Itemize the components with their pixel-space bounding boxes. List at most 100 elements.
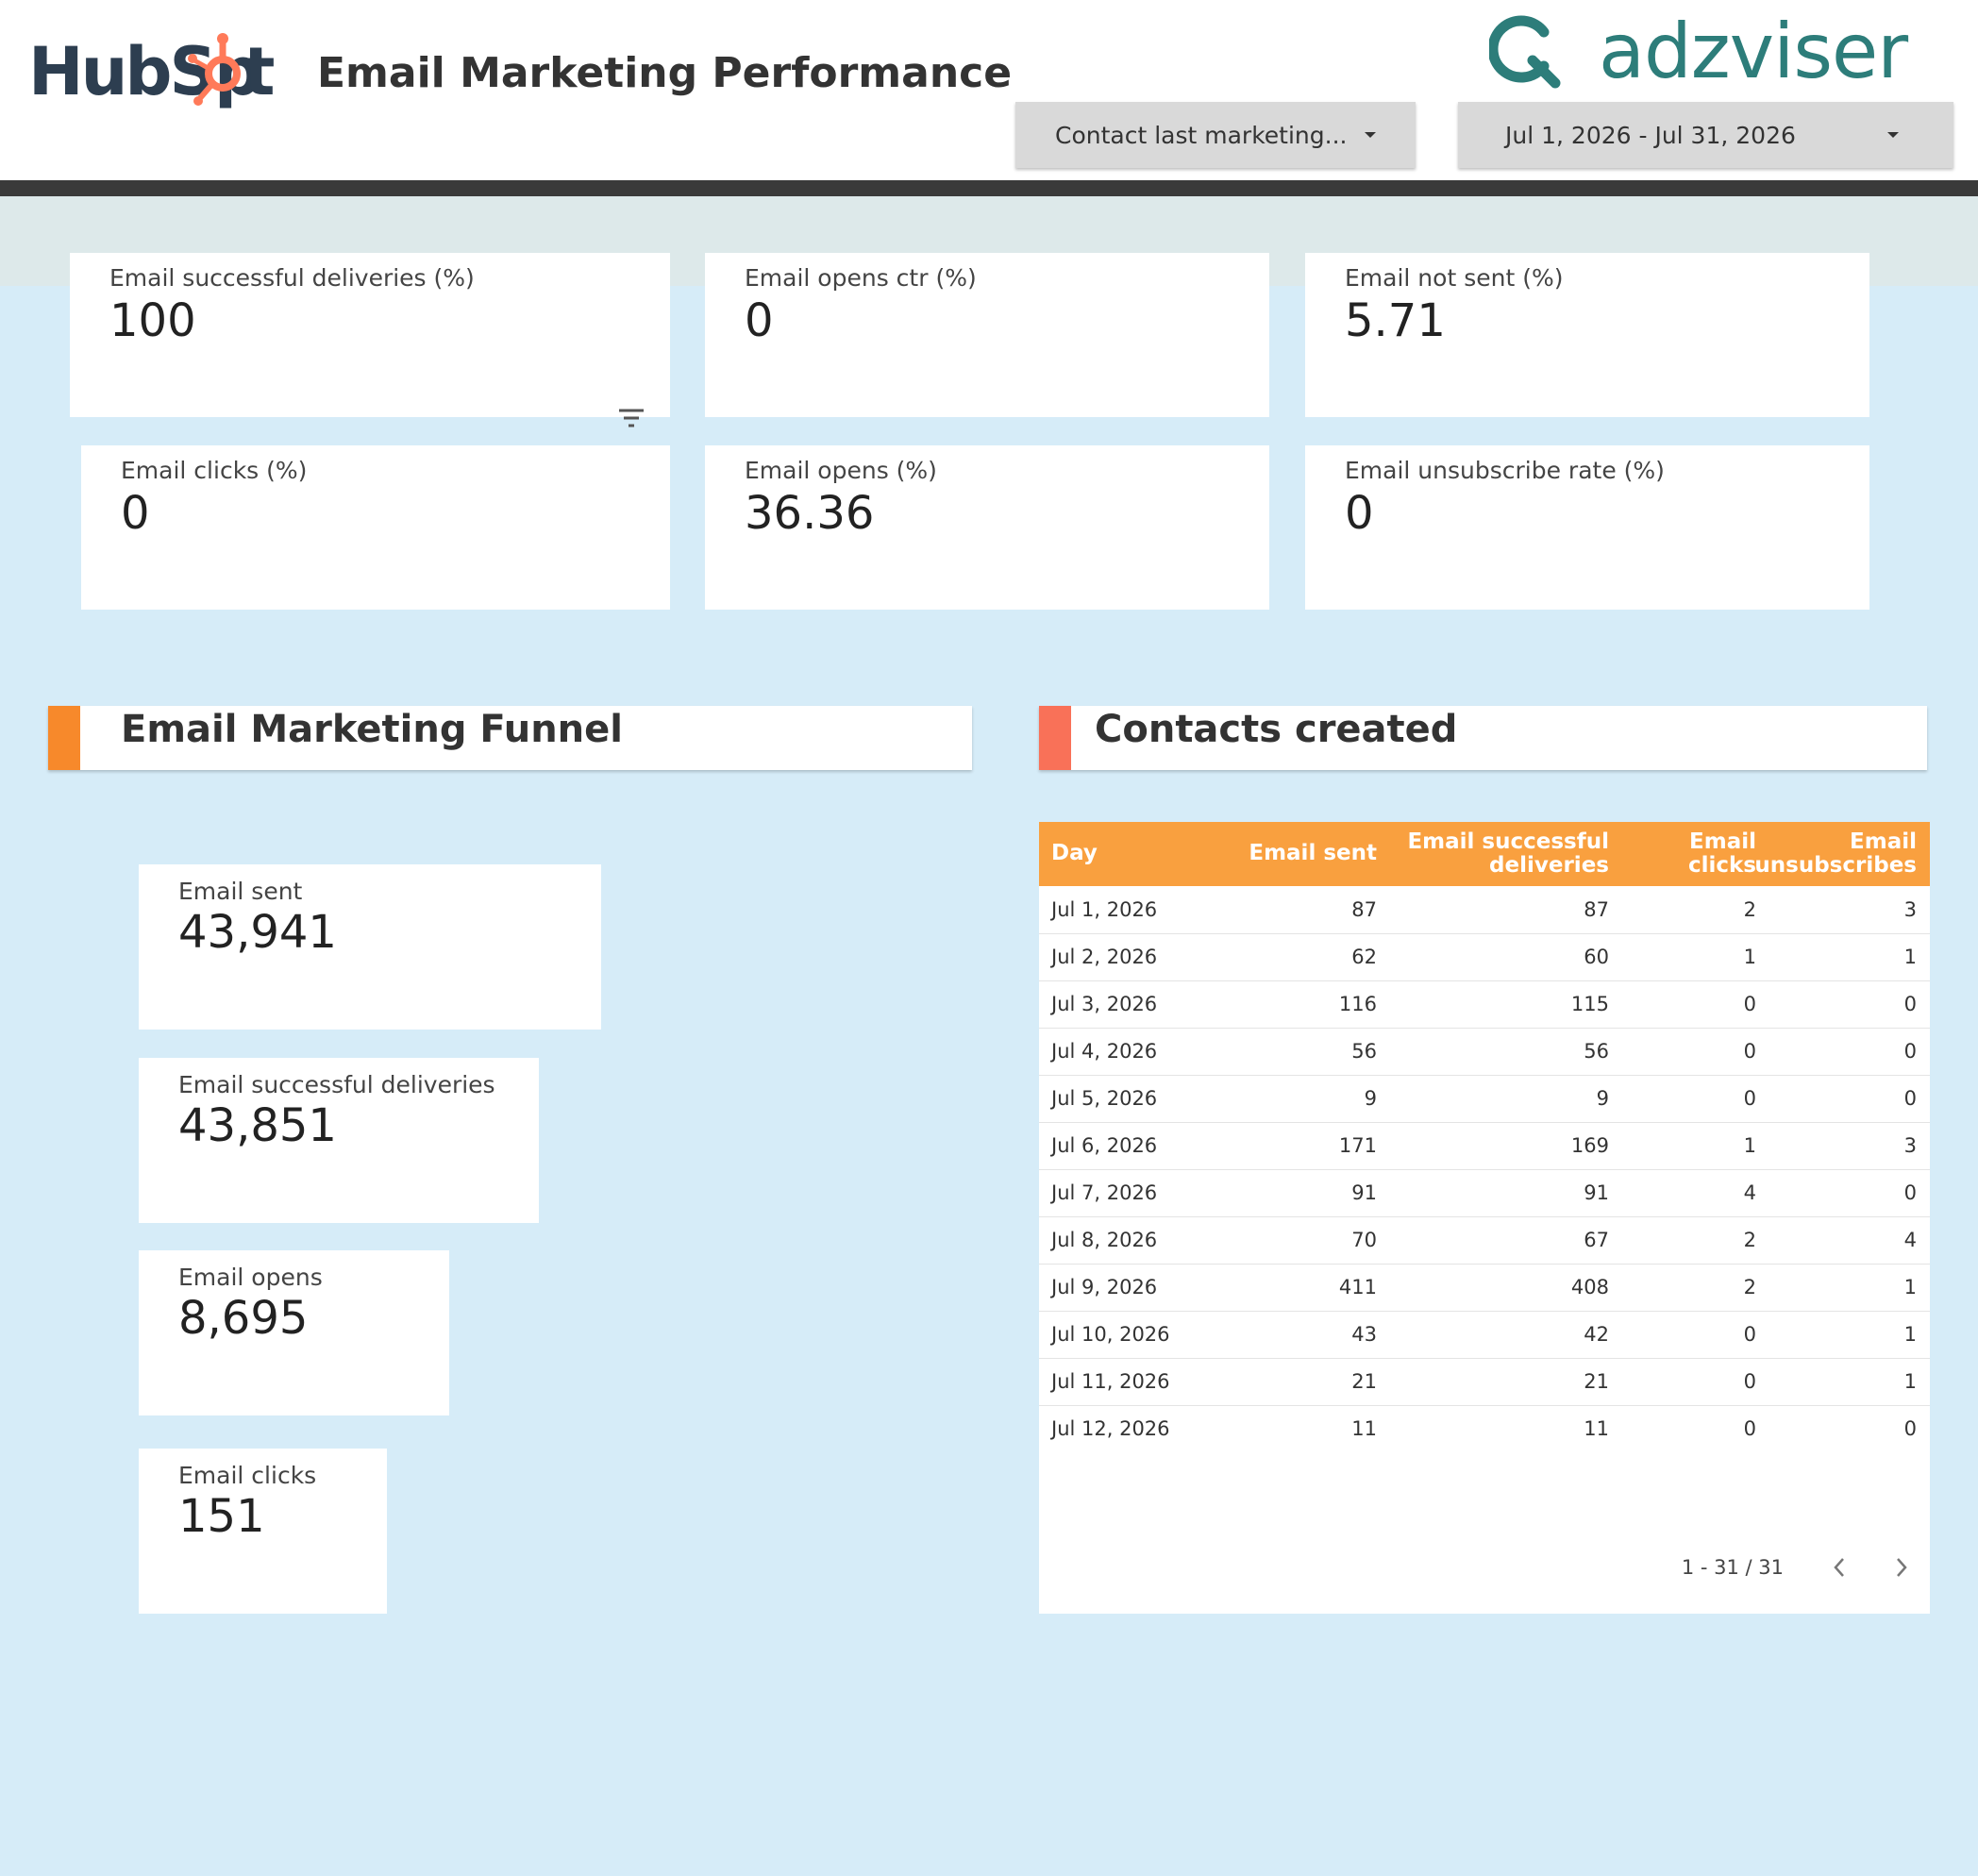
- table-row[interactable]: Jul 7, 2026 91 91 4 0: [1039, 1169, 1930, 1217]
- scorecard-label: Email unsubscribe rate (%): [1345, 457, 1665, 484]
- cell-day: Jul 12, 2026: [1051, 1417, 1170, 1440]
- scorecard-value: 36.36: [745, 487, 875, 540]
- contacts-title: Contacts created: [1095, 708, 1458, 751]
- cell-day: Jul 7, 2026: [1051, 1181, 1158, 1204]
- hubspot-logo-icon: HubSp t: [28, 33, 276, 110]
- cell-value: 1: [1903, 1276, 1917, 1298]
- table-row[interactable]: Jul 4, 2026 56 56 0 0: [1039, 1028, 1930, 1076]
- cell-value: 2: [1743, 898, 1756, 921]
- table-row[interactable]: Jul 3, 2026 116 115 0 0: [1039, 980, 1930, 1029]
- cell-value: 0: [1903, 1087, 1917, 1110]
- column-header-email-sent[interactable]: Email sent: [1249, 842, 1377, 865]
- cell-day: Jul 9, 2026: [1051, 1276, 1158, 1298]
- scorecard-value: 5.71: [1345, 294, 1446, 347]
- cell-value: 411: [1338, 1276, 1377, 1298]
- adzviser-logo: adzviser: [1489, 8, 1908, 95]
- contacts-section-header: Contacts created: [1039, 706, 1927, 770]
- cell-value: 0: [1743, 1370, 1756, 1393]
- svg-text:t: t: [243, 33, 274, 110]
- date-range-dropdown[interactable]: Jul 1, 2026 - Jul 31, 2026: [1458, 102, 1953, 168]
- cell-value: 87: [1351, 898, 1377, 921]
- cell-day: Jul 2, 2026: [1051, 946, 1158, 968]
- header-line: Email successful: [1407, 829, 1609, 854]
- cell-value: 4: [1743, 1181, 1756, 1204]
- cell-value: 70: [1351, 1229, 1377, 1251]
- table-row[interactable]: Jul 11, 2026 21 21 0 1: [1039, 1358, 1930, 1406]
- cell-value: 3: [1903, 1134, 1917, 1157]
- cell-value: 116: [1338, 993, 1377, 1015]
- cell-value: 60: [1584, 946, 1609, 968]
- column-header-successful-deliveries[interactable]: Email successful deliveries: [1407, 830, 1609, 878]
- funnel-step-value: 8,695: [178, 1292, 309, 1345]
- cell-value: 0: [1743, 1087, 1756, 1110]
- contacts-table: Day Email sent Email successful deliveri…: [1039, 822, 1930, 1614]
- header: HubSp t Email Marketing Performance adzv…: [0, 0, 1978, 180]
- chevron-left-icon[interactable]: [1829, 1556, 1852, 1579]
- funnel-step-value: 151: [178, 1490, 265, 1543]
- cell-value: 169: [1570, 1134, 1609, 1157]
- caret-down-icon: [1887, 132, 1899, 138]
- table-row[interactable]: Jul 1, 2026 87 87 2 3: [1039, 886, 1930, 934]
- cell-day: Jul 1, 2026: [1051, 898, 1158, 921]
- scorecard-not-sent[interactable]: Email not sent (%) 5.71: [1305, 253, 1869, 417]
- cell-value: 11: [1351, 1417, 1377, 1440]
- table-row[interactable]: Jul 5, 2026 9 9 0 0: [1039, 1075, 1930, 1123]
- column-header-day[interactable]: Day: [1051, 842, 1098, 865]
- cell-value: 9: [1364, 1087, 1377, 1110]
- cell-value: 42: [1584, 1323, 1609, 1346]
- contacts-accent: [1039, 706, 1071, 770]
- scorecard-opens-ctr[interactable]: Email opens ctr (%) 0: [705, 253, 1269, 417]
- funnel-step-value: 43,941: [178, 906, 337, 959]
- cell-day: Jul 6, 2026: [1051, 1134, 1158, 1157]
- cell-value: 171: [1338, 1134, 1377, 1157]
- table-row[interactable]: Jul 10, 2026 43 42 0 1: [1039, 1311, 1930, 1359]
- scorecard-successful-deliveries[interactable]: Email successful deliveries (%) 100: [70, 253, 670, 427]
- header-line: unsubscribes: [1754, 853, 1917, 878]
- pagination-range: 1 - 31 / 31: [1681, 1556, 1784, 1579]
- table-row[interactable]: Jul 9, 2026 411 408 2 1: [1039, 1264, 1930, 1312]
- funnel-step-successful-deliveries[interactable]: Email successful deliveries 43,851: [139, 1058, 539, 1223]
- scorecard-clicks[interactable]: Email clicks (%) 0: [81, 445, 670, 610]
- magnifier-icon: [1489, 15, 1561, 89]
- cell-value: 2: [1743, 1229, 1756, 1251]
- funnel-step-value: 43,851: [178, 1099, 337, 1152]
- scorecard-value: 100: [109, 294, 196, 347]
- funnel-step-label: Email opens: [178, 1264, 323, 1291]
- funnel-step-email-sent[interactable]: Email sent 43,941: [139, 864, 601, 1030]
- cell-value: 1: [1903, 946, 1917, 968]
- column-header-email-unsubscribes[interactable]: Email unsubscribes: [1754, 830, 1917, 878]
- header-line: deliveries: [1489, 853, 1609, 878]
- cell-day: Jul 5, 2026: [1051, 1087, 1158, 1110]
- table-row[interactable]: Jul 6, 2026 171 169 1 3: [1039, 1122, 1930, 1170]
- scorecard-unsubscribe-rate[interactable]: Email unsubscribe rate (%) 0: [1305, 445, 1869, 610]
- cell-value: 91: [1584, 1181, 1609, 1204]
- cell-day: Jul 3, 2026: [1051, 993, 1158, 1015]
- scorecard-label: Email clicks (%): [121, 457, 308, 484]
- chevron-right-icon[interactable]: [1889, 1556, 1912, 1579]
- table-row[interactable]: Jul 12, 2026 11 11 0 0: [1039, 1405, 1930, 1443]
- contact-filter-dropdown[interactable]: Contact last marketing...: [1015, 102, 1416, 168]
- cell-value: 67: [1584, 1229, 1609, 1251]
- header-line: clicks: [1687, 853, 1756, 878]
- cell-value: 9: [1596, 1087, 1609, 1110]
- cell-value: 0: [1743, 1040, 1756, 1063]
- cell-value: 91: [1351, 1181, 1377, 1204]
- funnel-step-email-opens[interactable]: Email opens 8,695: [139, 1250, 449, 1415]
- filter-icon[interactable]: [617, 408, 645, 428]
- cell-day: Jul 10, 2026: [1051, 1323, 1170, 1346]
- column-header-email-clicks[interactable]: Email clicks: [1688, 830, 1756, 878]
- header-line: Email sent: [1249, 841, 1377, 865]
- cell-value: 62: [1351, 946, 1377, 968]
- scorecard-value: 0: [1345, 487, 1374, 540]
- funnel-step-email-clicks[interactable]: Email clicks 151: [139, 1449, 387, 1614]
- cell-value: 21: [1351, 1370, 1377, 1393]
- caret-down-icon: [1365, 132, 1376, 138]
- hubspot-logo: HubSp t: [28, 28, 283, 113]
- cell-value: 408: [1570, 1276, 1609, 1298]
- cell-value: 0: [1743, 1323, 1756, 1346]
- scorecard-label: Email successful deliveries (%): [109, 264, 475, 292]
- cell-value: 87: [1584, 898, 1609, 921]
- table-row[interactable]: Jul 8, 2026 70 67 2 4: [1039, 1216, 1930, 1265]
- scorecard-opens[interactable]: Email opens (%) 36.36: [705, 445, 1269, 610]
- table-row[interactable]: Jul 2, 2026 62 60 1 1: [1039, 933, 1930, 981]
